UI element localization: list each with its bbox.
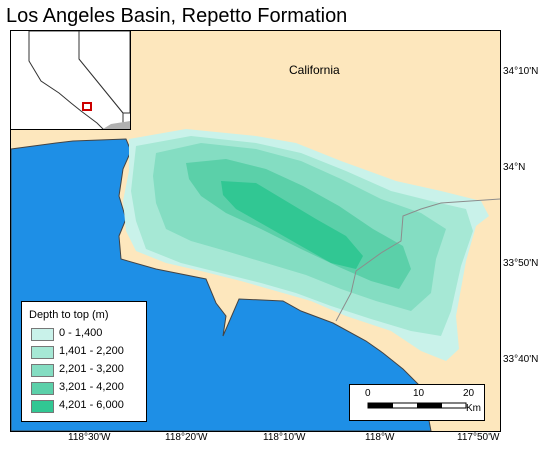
depth-zones xyxy=(123,129,489,361)
legend-label: 1,401 - 2,200 xyxy=(59,345,124,357)
inset-location-marker xyxy=(82,102,92,111)
latitude-label: 33°50'N xyxy=(503,258,539,269)
longitude-label: 118°W xyxy=(365,432,395,443)
legend-label: 3,201 - 4,200 xyxy=(59,381,124,393)
latitude-label: 34°N xyxy=(503,162,526,173)
zone-4201-6000 xyxy=(221,181,363,269)
legend-swatch xyxy=(31,346,54,359)
inset-nevada xyxy=(78,31,130,114)
legend-title: Depth to top (m) xyxy=(29,309,109,321)
legend-swatch xyxy=(31,328,54,341)
map-title: Los Angeles Basin, Repetto Formation xyxy=(6,5,348,27)
scale-tick-label: 20 xyxy=(463,388,475,399)
legend: Depth to top (m) 0 - 1,400 1,401 - 2,200… xyxy=(21,301,147,422)
legend-label: 0 - 1,400 xyxy=(59,327,103,339)
legend-swatch xyxy=(31,400,54,413)
scale-bar-graphic xyxy=(367,402,467,409)
legend-swatch xyxy=(31,364,54,377)
county-boundary xyxy=(335,198,500,322)
longitude-label: 118°20'W xyxy=(165,432,208,443)
legend-swatch xyxy=(31,382,54,395)
scale-bar: 0 10 20 Km xyxy=(349,384,485,421)
inset-canvas xyxy=(28,31,130,129)
latitude-label: 33°40'N xyxy=(503,354,539,365)
inset-mexico xyxy=(103,121,130,129)
scale-units: Km xyxy=(466,403,481,414)
longitude-label: 118°10'W xyxy=(263,432,306,443)
latitude-label: 34°10'N xyxy=(503,66,539,77)
state-label: California xyxy=(289,63,340,77)
legend-label: 4,201 - 6,000 xyxy=(59,399,124,411)
scale-tick-label: 0 xyxy=(365,388,371,399)
legend-label: 2,201 - 3,200 xyxy=(59,363,124,375)
inset-locator-map xyxy=(11,31,131,130)
map-frame[interactable]: California Depth to top (m) 0 - 1,400 1,… xyxy=(10,30,501,432)
longitude-label: 117°50'W xyxy=(457,432,500,443)
scale-tick-label: 10 xyxy=(413,388,425,399)
longitude-label: 118°30'W xyxy=(68,432,111,443)
